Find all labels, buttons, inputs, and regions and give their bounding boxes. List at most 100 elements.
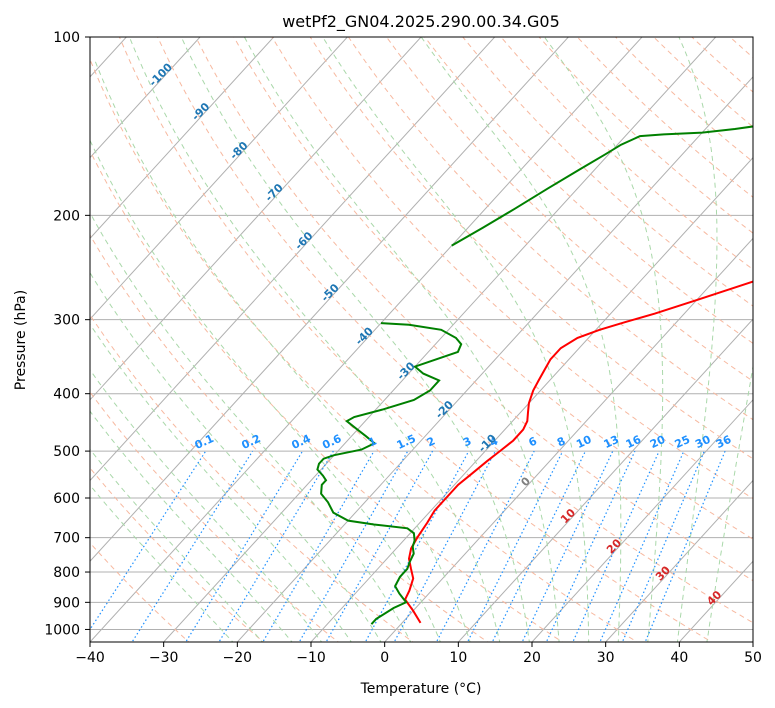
y-tick-label: 900 — [53, 595, 80, 611]
isotherm-line — [236, 76, 753, 642]
mixing-ratio-label: 13 — [602, 433, 621, 451]
moist-adiabat — [90, 211, 412, 642]
moist-adiabat — [90, 410, 293, 642]
dry-adiabat — [157, 37, 753, 624]
dry-adiabat — [347, 37, 753, 421]
mixing-ratio-line — [572, 450, 660, 642]
dry-adiabat — [90, 467, 265, 642]
chart-title: wetPf2_GN04.2025.290.00.34.G05 — [282, 12, 560, 32]
isotherm-line — [162, 37, 717, 642]
moist-adiabat-label: 10 — [558, 506, 578, 526]
x-tick-label: 10 — [449, 650, 467, 666]
isotherm-label: -90 — [189, 100, 212, 123]
moist-adiabat — [676, 37, 718, 642]
x-tick-label: −20 — [223, 650, 253, 666]
moist-adiabat — [90, 271, 382, 642]
isotherm-label: -60 — [292, 229, 315, 252]
y-tick-label: 100 — [53, 30, 80, 46]
mixing-ratio-label: 16 — [624, 433, 644, 451]
dry-adiabat — [386, 37, 753, 382]
isotherm-label: -100 — [146, 60, 175, 89]
y-tick-label: 200 — [53, 208, 80, 224]
y-axis: 1000 900 800 700 600 500 400 300 200 100 — [44, 30, 90, 638]
moist-adiabat — [420, 37, 622, 642]
isotherm-line — [90, 37, 422, 401]
mixing-ratio-label: 30 — [693, 433, 713, 451]
x-axis-label: Temperature (°C) — [360, 681, 482, 697]
y-tick-label: 400 — [53, 387, 80, 403]
isotherm-line — [0, 24, 65, 645]
moist-adiabat — [90, 448, 264, 642]
isotherm-line — [90, 37, 570, 563]
isotherm-label: -20 — [433, 398, 456, 421]
moist-adiabat-label: 40 — [704, 588, 724, 608]
dry-adiabat — [118, 37, 713, 642]
isotherm-line — [531, 399, 753, 642]
mixing-ratio-line — [298, 450, 409, 642]
mixing-ratio-label: 6 — [526, 434, 539, 449]
x-tick-label: 0 — [380, 650, 389, 666]
dry-adiabat — [462, 37, 753, 307]
isotherm-label: -40 — [353, 324, 376, 347]
moist-adiabat — [90, 484, 234, 642]
moist-adiabat — [128, 37, 501, 642]
mixing-ratio-line — [393, 450, 496, 642]
dry-adiabat — [271, 37, 753, 500]
background-lines — [0, 24, 753, 645]
y-tick-label: 600 — [53, 491, 80, 507]
mixing-ratio-label: 0.1 — [193, 432, 216, 452]
y-tick-label: 300 — [53, 313, 80, 329]
moist-adiabat — [243, 37, 560, 642]
x-tick-label: 50 — [744, 650, 762, 666]
mixing-ratio-label: 1.5 — [395, 432, 418, 452]
x-tick-label: −40 — [75, 650, 105, 666]
mixing-ratio-line — [491, 450, 586, 642]
mixing-ratio-line — [325, 450, 434, 642]
y-axis-label: Pressure (hPa) — [13, 290, 29, 390]
dry-adiabat — [195, 37, 753, 582]
isotherm-line — [90, 37, 275, 240]
moist-adiabat — [90, 323, 352, 642]
dry-adiabat — [90, 234, 489, 642]
mixing-ratio-line — [262, 450, 375, 642]
isotherm-line — [457, 318, 753, 642]
dewpoint-line — [451, 125, 753, 247]
moist-adiabat — [543, 37, 664, 642]
isotherm-label: -30 — [394, 359, 417, 382]
moist-adiabat — [180, 37, 530, 642]
isotherm-line — [310, 156, 753, 642]
mixing-ratio-line — [90, 450, 207, 631]
mixing-ratio-line — [521, 450, 614, 642]
isotherm-label: -80 — [227, 139, 250, 162]
dry-adiabat — [424, 37, 753, 344]
mixing-ratio-label: 0.2 — [240, 432, 263, 452]
mixing-ratio-line — [218, 450, 334, 642]
mixing-ratio-line — [435, 450, 535, 642]
moist-adiabat — [94, 61, 471, 642]
mixing-ratio-line — [466, 450, 564, 642]
isotherm-line — [604, 479, 753, 642]
dry-adiabat — [90, 149, 564, 642]
mixing-ratio-label: 36 — [714, 433, 734, 451]
dry-adiabat — [309, 37, 753, 460]
x-axis: −40 −30 −20 −10 0 10 20 30 40 50 — [75, 642, 762, 666]
isotherm-line — [90, 37, 643, 642]
mixing-ratio-line — [185, 450, 304, 642]
mixing-ratio-label: 10 — [574, 433, 594, 451]
mixing-ratio-label: 3 — [461, 434, 473, 449]
isotherm-line — [383, 237, 753, 642]
x-tick-label: −10 — [296, 650, 326, 666]
dry-adiabat — [653, 37, 753, 128]
moist-adiabat — [90, 139, 441, 642]
isotherm-line — [678, 560, 753, 642]
moist-adiabat-label: 30 — [653, 563, 673, 583]
x-tick-label: 20 — [523, 650, 541, 666]
mixing-ratio-label: 0.4 — [290, 432, 313, 452]
mixing-ratio-line — [364, 450, 470, 642]
isotherm-label: -50 — [319, 281, 342, 304]
isotherm-line — [752, 641, 753, 642]
moist-adiabat — [90, 369, 323, 642]
mixing-ratio-line — [621, 450, 705, 642]
mixing-ratio-line — [644, 450, 726, 642]
